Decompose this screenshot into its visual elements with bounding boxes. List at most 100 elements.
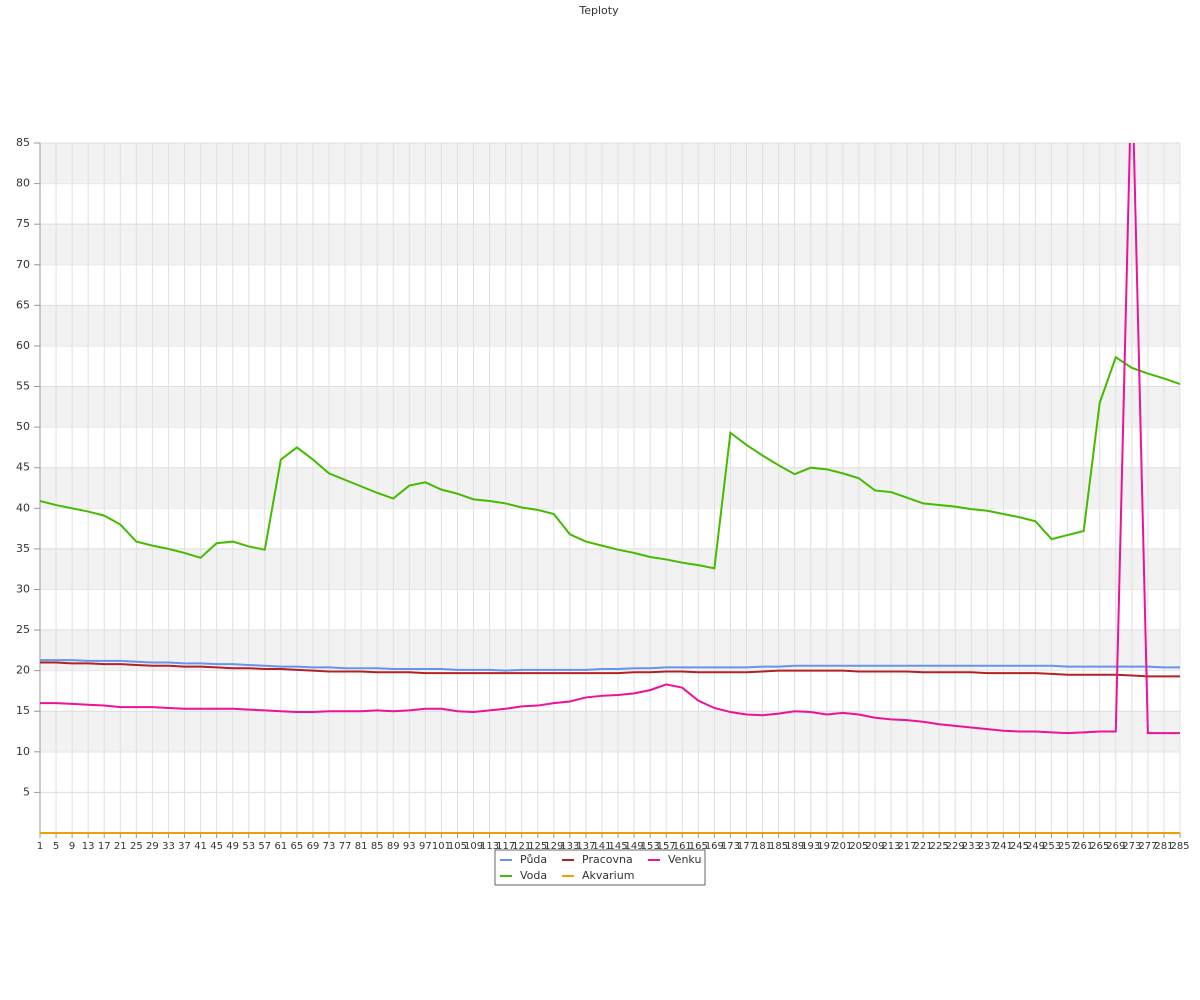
x-grid: [39, 143, 1181, 833]
x-tick-label: 77: [339, 841, 352, 852]
x-tick-label: 21: [114, 841, 127, 852]
x-tick-label: 1: [37, 841, 43, 852]
x-tick-label: 197: [817, 841, 836, 852]
x-tick-label: 229: [946, 841, 965, 852]
x-tick-label: 65: [291, 841, 304, 852]
x-tick-label: 121: [512, 841, 531, 852]
x-tick-label: 85: [371, 841, 384, 852]
grid-band: [40, 386, 1180, 428]
x-tick-label: 45: [210, 841, 223, 852]
x-tick-label: 109: [464, 841, 483, 852]
x-tick-label: 37: [178, 841, 191, 852]
x-tick-label: 157: [657, 841, 676, 852]
y-tick-label: 25: [16, 623, 30, 636]
legend-box: [494, 849, 706, 886]
x-tick-label: 225: [930, 841, 949, 852]
x-tick-label: 133: [560, 841, 579, 852]
y-tick-label: 65: [16, 298, 30, 311]
x-tick-label: 29: [146, 841, 159, 852]
legend-label: Venku: [668, 853, 701, 866]
x-tick-label: 265: [1090, 841, 1109, 852]
x-tick-label: 49: [226, 841, 239, 852]
x-tick-label: 145: [608, 841, 627, 852]
x-tick-label: 149: [625, 841, 644, 852]
x-tick-label: 81: [355, 841, 368, 852]
x-tick-label: 137: [576, 841, 595, 852]
x-tick-label: 189: [785, 841, 804, 852]
x-tick-label: 213: [881, 841, 900, 852]
x-tick-label: 237: [978, 841, 997, 852]
x-tick-label: 209: [865, 841, 884, 852]
x-tick-label: 269: [1106, 841, 1125, 852]
legend-label: Voda: [520, 869, 547, 882]
x-tick-label: 141: [592, 841, 611, 852]
x-tick-label: 25: [130, 841, 143, 852]
y-tick-label: 85: [16, 136, 30, 149]
x-tick-label: 273: [1122, 841, 1141, 852]
x-tick-label: 277: [1138, 841, 1157, 852]
x-tick-label: 261: [1074, 841, 1093, 852]
x-tick-label: 221: [914, 841, 933, 852]
x-tick-label: 129: [544, 841, 563, 852]
y-tick-label: 80: [16, 177, 30, 190]
x-tick-label: 281: [1154, 841, 1173, 852]
x-tick-label: 193: [801, 841, 820, 852]
x-tick-label: 185: [769, 841, 788, 852]
x-tick-label: 93: [403, 841, 416, 852]
x-tick-label: 245: [1010, 841, 1029, 852]
x-tick-label: 73: [323, 841, 336, 852]
x-tick-label: 205: [849, 841, 868, 852]
x-tick-label: 253: [1042, 841, 1061, 852]
y-tick-label: 10: [16, 745, 30, 758]
x-tick-label: 57: [258, 841, 271, 852]
y-tick-label: 55: [16, 380, 30, 393]
grid-band: [40, 548, 1180, 590]
y-tick-label: 60: [16, 339, 30, 352]
x-tick-label: 13: [82, 841, 95, 852]
x-tick-label: 201: [833, 841, 852, 852]
y-tick-label: 5: [23, 785, 30, 798]
x-tick-label: 101: [432, 841, 451, 852]
x-tick-label: 105: [448, 841, 467, 852]
y-tick-label: 70: [16, 258, 30, 271]
x-tick-label: 113: [480, 841, 499, 852]
legend: Půda Voda Pracovna Akvarium Venku: [500, 853, 701, 882]
grid-bands: [40, 142, 1180, 793]
grid-band: [40, 143, 1180, 184]
grid-band: [40, 467, 1180, 509]
x-tick-label: 17: [98, 841, 111, 852]
legend-label: Akvarium: [582, 869, 634, 882]
x-tick-label: 241: [994, 841, 1013, 852]
x-tick-label: 181: [753, 841, 772, 852]
y-tick-label: 20: [16, 664, 30, 677]
series-line: [40, 659, 1180, 672]
x-tick-label: 61: [274, 841, 287, 852]
legend-label: Pracovna: [582, 853, 633, 866]
legend-label: Půda: [520, 853, 547, 866]
x-tick-label: 161: [673, 841, 692, 852]
x-tick-label: 285: [1170, 841, 1189, 852]
series-line: [40, 143, 1180, 735]
y-tick-label: 30: [16, 582, 30, 595]
x-tick-label: 5: [53, 841, 59, 852]
plot-lines: [40, 143, 1180, 834]
grid-band: [40, 224, 1180, 265]
x-tick-label: 257: [1058, 841, 1077, 852]
x-tick-label: 125: [528, 841, 547, 852]
grid-band: [40, 711, 1180, 752]
x-tick-label: 165: [689, 841, 708, 852]
chart-title: Teploty: [578, 4, 619, 17]
x-tick-label: 217: [897, 841, 916, 852]
x-tick-label: 233: [962, 841, 981, 852]
x-tick-label: 89: [387, 841, 400, 852]
y-tick-label: 50: [16, 420, 30, 433]
x-tick-label: 9: [69, 841, 75, 852]
x-tick-label: 69: [307, 841, 320, 852]
y-tick-label: 45: [16, 461, 30, 474]
x-tick-label: 177: [737, 841, 756, 852]
x-tick-label: 41: [194, 841, 207, 852]
y-tick-label: 40: [16, 501, 30, 514]
series-line: [40, 661, 1180, 678]
